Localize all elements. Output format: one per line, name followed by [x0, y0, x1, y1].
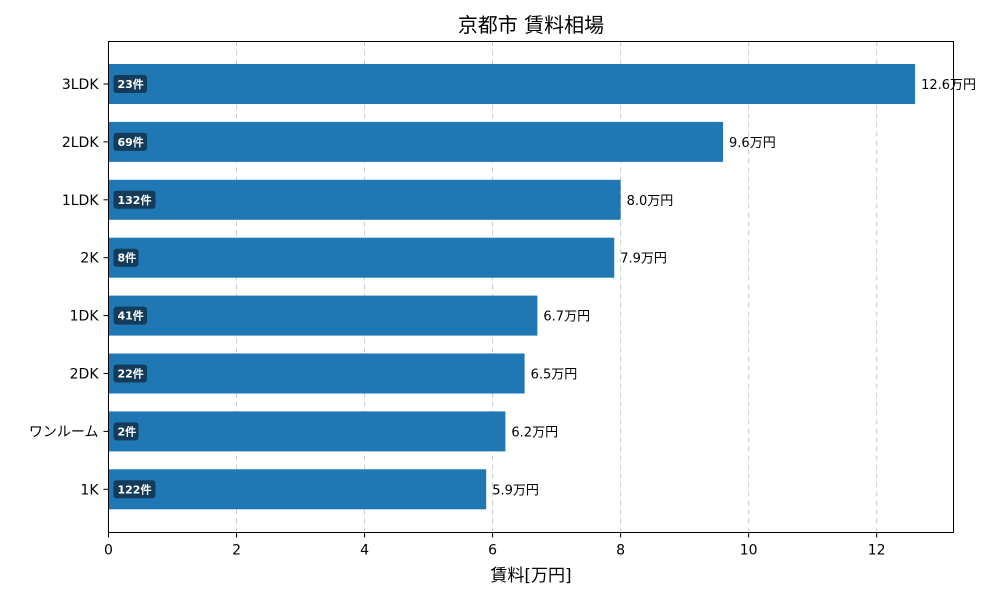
count-badge: [113, 480, 156, 499]
count-badge: [113, 75, 147, 93]
count-badge: [113, 248, 139, 267]
x-tick-label: 6: [488, 543, 497, 559]
bar-value-label: 6.7万円: [543, 310, 590, 325]
bar: [108, 179, 621, 220]
count-badge: [113, 364, 147, 383]
y-tick-label: 1LDK: [62, 193, 99, 209]
y-tick-label: 3LDK: [62, 77, 99, 93]
count-badge-label: 23件: [118, 77, 144, 91]
count-badge: [113, 132, 147, 151]
count-badge-label: 8件: [118, 251, 137, 265]
bar: [108, 121, 724, 162]
bar: [108, 237, 615, 278]
bar-value-label: 12.6万円: [921, 78, 976, 93]
bar: [108, 469, 487, 510]
bar-value-label: 8.0万円: [627, 194, 674, 209]
y-tick-label: 2LDK: [62, 135, 99, 151]
x-axis-label: 賃料[万円]: [490, 566, 571, 586]
bar: [108, 64, 916, 104]
x-tick-label: 0: [104, 543, 113, 559]
bar-value-label: 9.6万円: [729, 136, 776, 151]
count-badge-label: 22件: [118, 367, 144, 381]
bar: [108, 411, 506, 452]
chart-title: 京都市 賃料相場: [458, 13, 604, 37]
y-tick-label: 2DK: [70, 367, 100, 383]
y-tick-label: ワンルーム: [29, 424, 99, 440]
y-tick-label: 2K: [80, 251, 99, 267]
count-badge-label: 41件: [118, 309, 144, 323]
grid-lines: [236, 41, 878, 533]
plot-frame: [108, 41, 954, 533]
x-axis-ticks: 0 2 4 6 8 10 12: [104, 532, 886, 559]
y-tick-label: 1DK: [70, 309, 100, 325]
x-tick-label: 12: [868, 543, 886, 559]
x-tick-label: 4: [360, 543, 369, 559]
x-tick-label: 10: [740, 543, 758, 559]
bar-value-label: 5.9万円: [492, 483, 539, 498]
x-tick-label: 8: [616, 543, 625, 559]
bar-value-label: 6.2万円: [511, 425, 558, 440]
count-badge-label: 122件: [118, 482, 152, 496]
x-tick-label: 2: [232, 543, 241, 559]
bar-value-label: 7.9万円: [620, 252, 667, 267]
count-badge-label: 69件: [118, 135, 144, 149]
count-badge: [113, 422, 139, 441]
count-badge: [113, 306, 147, 325]
count-badge-label: 2件: [118, 424, 137, 438]
bar: [108, 353, 525, 394]
y-tick-label: 1K: [80, 482, 99, 498]
bars: 12.6万円 23件 9.6万円 69件 8.0万円 132件 7.9万円 8件 6.7万円 41…: [108, 64, 976, 510]
count-badge-label: 132件: [118, 193, 152, 207]
bar-value-label: 6.5万円: [531, 368, 578, 383]
y-axis-ticks: 3LDK 2LDK 1LDK 2K 1DK 2DK ワンルーム 1K: [29, 77, 109, 498]
bar: [108, 295, 538, 336]
count-badge: [113, 190, 156, 209]
